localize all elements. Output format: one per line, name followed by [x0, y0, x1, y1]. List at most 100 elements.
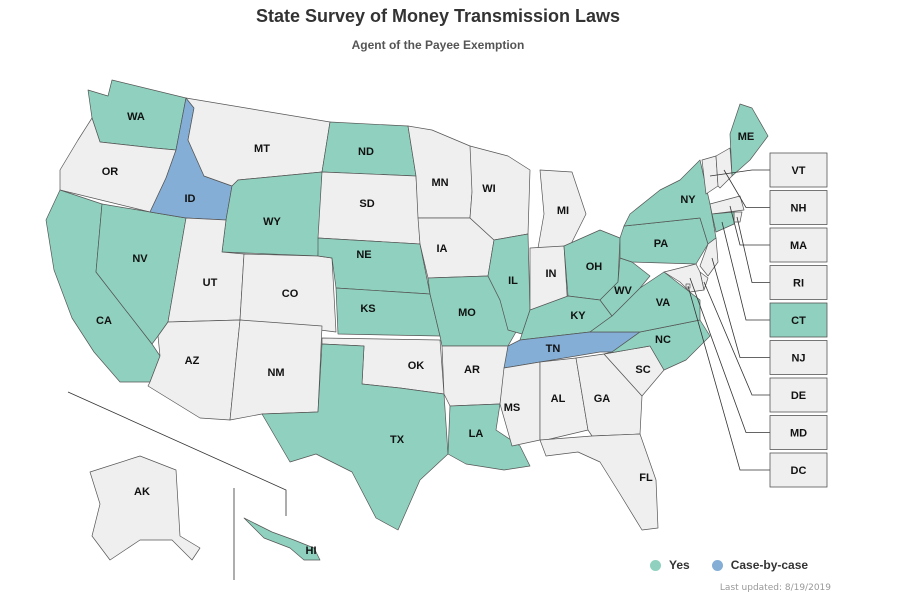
- state-label-ga: GA: [594, 393, 611, 405]
- state-label-mt: MT: [254, 143, 270, 155]
- state-label-pa: PA: [654, 238, 669, 250]
- callout-box-ma[interactable]: [769, 227, 828, 263]
- state-label-sc: SC: [635, 364, 650, 376]
- callout-label-nh: NH: [791, 202, 807, 214]
- state-fl[interactable]: [539, 433, 659, 531]
- state-la[interactable]: [447, 403, 531, 471]
- state-tx[interactable]: [261, 343, 449, 531]
- callout-line-vt: [709, 169, 770, 177]
- state-label-nv: NV: [132, 253, 148, 265]
- state-label-tx: TX: [390, 434, 405, 446]
- state-ks[interactable]: [335, 287, 441, 337]
- state-label-az: AZ: [185, 355, 200, 367]
- state-label-wa: WA: [127, 111, 145, 123]
- map-subtitle: Agent of the Payee Exemption: [351, 38, 525, 52]
- state-label-ut: UT: [203, 277, 218, 289]
- legend-label-case-by-case: Case-by-case: [730, 558, 809, 572]
- state-label-oh: OH: [586, 261, 603, 273]
- callout-line-dc: [687, 285, 770, 471]
- state-label-ms: MS: [504, 402, 521, 414]
- state-il[interactable]: [487, 233, 531, 335]
- callout-label-ma: MA: [790, 240, 807, 252]
- state-wy[interactable]: [221, 171, 323, 257]
- callout-line-nh: [723, 169, 770, 208]
- state-label-ok: OK: [408, 360, 425, 372]
- callout-label-de: DE: [791, 390, 806, 402]
- state-label-fl: FL: [639, 472, 653, 484]
- callout-box-ri[interactable]: [769, 265, 828, 300]
- state-ct[interactable]: [711, 211, 735, 233]
- state-label-mi: MI: [557, 205, 569, 217]
- callout-label-vt: VT: [791, 165, 805, 177]
- legend-item-case-by-case[interactable]: Case-by-case: [711, 558, 809, 572]
- callout-box-dc[interactable]: [769, 452, 828, 488]
- state-label-sd: SD: [359, 198, 374, 210]
- last-updated: Last updated: 8/19/2019: [719, 583, 831, 593]
- state-label-ia: IA: [437, 243, 448, 255]
- state-al[interactable]: [539, 357, 589, 441]
- callout-line-ma: [729, 205, 770, 246]
- state-label-il: IL: [508, 275, 518, 287]
- callout-line-ct: [721, 221, 770, 321]
- callout-label-ct: CT: [791, 315, 806, 327]
- state-label-mn: MN: [431, 177, 448, 189]
- state-ms[interactable]: [499, 361, 541, 447]
- callout-label-md: MD: [790, 427, 807, 439]
- callout-line-md: [689, 277, 770, 433]
- state-az[interactable]: [147, 319, 241, 421]
- state-label-ak: AK: [134, 486, 150, 498]
- state-label-ar: AR: [464, 364, 480, 376]
- legend-label-yes: Yes: [669, 558, 690, 572]
- state-label-al: AL: [551, 393, 566, 405]
- state-nh[interactable]: [715, 147, 733, 189]
- state-label-ks: KS: [360, 303, 375, 315]
- state-label-ky: KY: [570, 310, 586, 322]
- state-label-hi: HI: [306, 545, 317, 557]
- state-ar[interactable]: [441, 345, 509, 407]
- legend-dot-yes: [650, 559, 661, 571]
- callout-line-ri: [736, 216, 770, 283]
- state-label-me: ME: [738, 131, 755, 143]
- callout-box-nh[interactable]: [769, 190, 828, 225]
- callout-box-ct[interactable]: [769, 302, 828, 338]
- state-label-wy: WY: [263, 216, 281, 228]
- state-label-la: LA: [469, 428, 484, 440]
- state-label-ny: NY: [680, 194, 696, 206]
- state-label-nc: NC: [655, 334, 671, 346]
- callout-box-nj[interactable]: [769, 340, 828, 375]
- state-label-co: CO: [282, 288, 299, 300]
- state-label-or: OR: [102, 166, 119, 178]
- state-ny[interactable]: [623, 159, 717, 245]
- state-co[interactable]: [239, 253, 337, 333]
- state-label-tn: TN: [546, 343, 561, 355]
- state-wv[interactable]: [599, 257, 651, 317]
- callout-box-vt[interactable]: [769, 152, 828, 188]
- state-label-wv: WV: [614, 285, 632, 297]
- callout-label-dc: DC: [791, 465, 807, 477]
- state-wi[interactable]: [469, 145, 531, 241]
- legend-item-yes[interactable]: Yes: [650, 558, 690, 572]
- callout-line-nj: [711, 257, 770, 358]
- state-ne[interactable]: [317, 237, 431, 295]
- state-hi[interactable]: [243, 517, 321, 561]
- map-title: State Survey of Money Transmission Laws: [255, 6, 621, 26]
- state-label-nd: ND: [358, 146, 374, 158]
- callout-box-de[interactable]: [769, 377, 828, 413]
- state-label-wi: WI: [482, 183, 495, 195]
- callout-line-de: [703, 281, 770, 396]
- legend: Yes Case-by-case: [650, 558, 808, 572]
- state-label-va: VA: [656, 297, 671, 309]
- state-ak[interactable]: [89, 455, 201, 561]
- state-label-id: ID: [185, 193, 196, 205]
- state-label-in: IN: [546, 268, 557, 280]
- state-ma[interactable]: [709, 195, 745, 215]
- state-nj[interactable]: [699, 237, 719, 277]
- state-md[interactable]: [663, 263, 705, 293]
- callout-box-md[interactable]: [769, 415, 828, 450]
- state-label-mo: MO: [458, 307, 476, 319]
- legend-dot-case-by-case: [711, 559, 723, 571]
- callout-label-ri: RI: [793, 277, 804, 289]
- state-label-nm: NM: [267, 367, 284, 379]
- state-label-ne: NE: [356, 249, 371, 261]
